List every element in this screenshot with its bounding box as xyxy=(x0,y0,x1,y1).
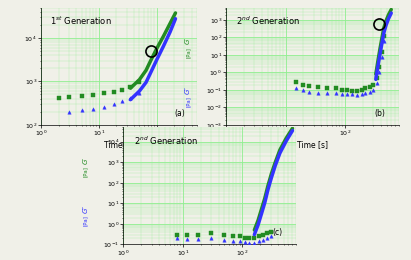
Point xyxy=(136,80,143,84)
Text: (a): (a) xyxy=(174,109,185,118)
Point xyxy=(119,87,125,92)
Point xyxy=(100,91,107,95)
X-axis label: Time [s]: Time [s] xyxy=(194,259,225,260)
Point xyxy=(376,70,383,74)
Text: [Pa]: [Pa] xyxy=(186,47,191,58)
Text: [Pa]: [Pa] xyxy=(186,96,191,107)
Point xyxy=(370,88,376,92)
Point xyxy=(236,239,243,243)
Point xyxy=(263,231,270,235)
Point xyxy=(263,236,270,240)
Point xyxy=(246,241,252,245)
Point xyxy=(230,234,236,238)
Point xyxy=(373,81,380,85)
Point xyxy=(221,238,228,242)
Point xyxy=(65,110,72,114)
Point xyxy=(184,237,191,241)
Point xyxy=(208,231,215,235)
Point xyxy=(90,93,97,97)
Point xyxy=(293,86,299,90)
Point xyxy=(362,91,369,95)
Text: G′: G′ xyxy=(185,37,191,44)
Point xyxy=(127,96,134,100)
Point xyxy=(339,92,346,96)
Point xyxy=(259,238,266,242)
Point xyxy=(381,34,388,38)
Point xyxy=(358,88,365,92)
Point xyxy=(366,85,373,89)
Point xyxy=(381,39,388,43)
Point xyxy=(370,82,376,87)
Point xyxy=(221,233,228,237)
Point xyxy=(127,85,134,89)
Point xyxy=(174,232,180,237)
Point xyxy=(241,240,248,244)
X-axis label: Time [s]: Time [s] xyxy=(104,140,135,149)
Point xyxy=(256,239,262,243)
Point xyxy=(55,96,62,100)
Point xyxy=(349,89,355,93)
Point xyxy=(358,92,365,96)
Text: G″: G″ xyxy=(185,86,191,94)
Point xyxy=(349,92,355,96)
Point xyxy=(300,88,307,92)
Text: [Pa]: [Pa] xyxy=(83,216,88,226)
Point xyxy=(332,91,339,95)
Point xyxy=(354,89,360,93)
Point xyxy=(174,236,180,240)
Point xyxy=(256,234,262,238)
Point xyxy=(241,236,248,240)
Text: 2$^{nd}$ Generation: 2$^{nd}$ Generation xyxy=(134,134,197,147)
Point xyxy=(100,105,107,109)
Point xyxy=(65,95,72,99)
X-axis label: Time [s]: Time [s] xyxy=(297,140,328,149)
Point xyxy=(230,239,236,243)
Point xyxy=(373,76,380,80)
Point xyxy=(306,84,312,88)
Point xyxy=(246,236,252,240)
Text: (c): (c) xyxy=(272,228,282,237)
Text: G″: G″ xyxy=(82,205,88,213)
Point xyxy=(259,232,266,237)
Point xyxy=(136,91,143,95)
Point xyxy=(362,86,369,90)
Text: G′: G′ xyxy=(82,157,88,164)
Point xyxy=(251,241,258,245)
Point xyxy=(366,89,373,94)
Point xyxy=(339,88,346,92)
Point xyxy=(332,86,339,90)
Point xyxy=(78,108,85,113)
Point xyxy=(236,234,243,238)
Text: 2$^{nd}$ Generation: 2$^{nd}$ Generation xyxy=(236,15,300,27)
Point xyxy=(344,92,351,96)
Point xyxy=(306,89,312,94)
Point xyxy=(376,65,383,69)
Point xyxy=(344,88,351,92)
Text: (b): (b) xyxy=(374,109,385,118)
Point xyxy=(267,230,274,234)
Point xyxy=(111,90,117,94)
Point xyxy=(195,232,201,237)
Point xyxy=(314,90,321,95)
Point xyxy=(111,102,117,106)
Point xyxy=(314,85,321,89)
Point xyxy=(251,236,258,240)
Point xyxy=(195,237,201,241)
Point xyxy=(324,90,330,95)
Text: 1$^{st}$ Generation: 1$^{st}$ Generation xyxy=(51,15,112,27)
Point xyxy=(90,107,97,111)
Point xyxy=(300,82,307,87)
Point xyxy=(78,94,85,98)
Point xyxy=(379,50,386,54)
Point xyxy=(293,80,299,84)
Point xyxy=(324,86,330,90)
Text: [Pa]: [Pa] xyxy=(83,166,88,177)
Point xyxy=(208,236,215,240)
Point xyxy=(379,55,386,59)
Point xyxy=(184,233,191,237)
Point xyxy=(119,99,125,103)
Point xyxy=(354,93,360,97)
Point xyxy=(267,234,274,238)
